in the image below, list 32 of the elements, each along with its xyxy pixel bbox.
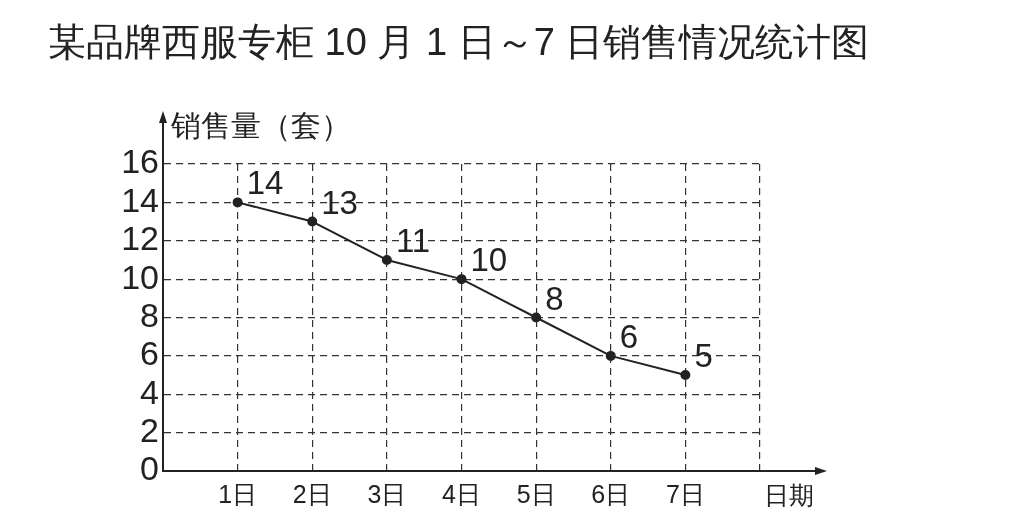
point — [531, 312, 542, 323]
y-tick-label: 14 — [121, 180, 159, 219]
y-tick-label: 0 — [140, 449, 159, 488]
point — [307, 216, 318, 227]
y-tick-label: 12 — [121, 219, 159, 258]
x-tick-label: 2日 — [292, 479, 332, 508]
point — [381, 254, 392, 265]
y-tick-label: 16 — [121, 142, 159, 181]
x-tick-label: 6日 — [591, 479, 631, 508]
point — [456, 274, 467, 285]
chart-title: 某品牌西服专柜 10 月 1 日～7 日销售情况统计图 — [48, 21, 870, 64]
x-axis-title: 日期 — [764, 480, 814, 509]
point — [605, 350, 616, 361]
data-label: 10 — [470, 241, 508, 279]
point — [232, 197, 243, 208]
x-tick-label: 7日 — [665, 479, 705, 508]
data-label: 6 — [619, 317, 639, 355]
data-label: 13 — [321, 183, 358, 221]
data-label: 11 — [395, 221, 431, 259]
y-axis-title: 销售量（套） — [170, 109, 351, 143]
y-tick-label: 6 — [140, 334, 159, 373]
y-tick-label: 10 — [121, 257, 159, 296]
y-tick-label: 8 — [140, 295, 159, 334]
data-label: 14 — [246, 164, 284, 202]
x-tick-label: 3日 — [367, 479, 407, 508]
x-tick-label: 5日 — [516, 479, 556, 508]
data-label: 8 — [545, 279, 564, 317]
y-tick-label: 4 — [140, 372, 159, 411]
x-tick-label: 1日 — [218, 479, 258, 508]
y-tick-label: 2 — [140, 411, 159, 449]
x-tick-label: 4日 — [442, 479, 481, 508]
point — [680, 370, 691, 381]
